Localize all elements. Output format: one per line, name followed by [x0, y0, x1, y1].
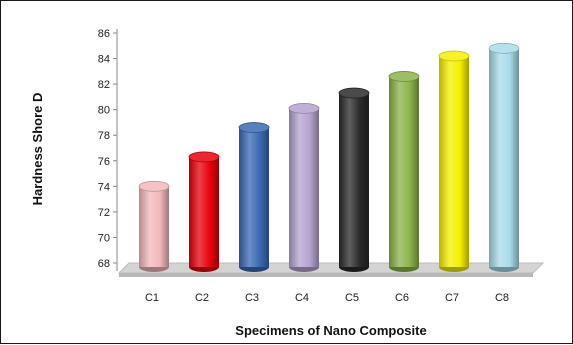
x-tick-label: C4	[295, 292, 309, 304]
y-tick-label: 68	[98, 258, 110, 270]
y-tick-label: 76	[98, 156, 110, 168]
bar-top	[288, 102, 320, 114]
y-tick-label: 70	[98, 232, 110, 244]
axes	[113, 29, 545, 277]
y-tick-label: 84	[98, 54, 110, 66]
bar-top	[388, 71, 420, 82]
bar-top	[188, 151, 220, 163]
x-tick-label: C2	[195, 292, 209, 304]
x-tick-label: C6	[395, 292, 409, 304]
bar-body	[239, 127, 269, 267]
y-tick-label: 78	[98, 130, 110, 142]
bar-c7	[438, 50, 470, 272]
chart-floor-edge	[119, 273, 533, 277]
labels: 68 70 72 74 76 78 80 82 84 86 C1 C2 C3 C4 C5 C6 C7 C8 Spec…	[30, 28, 509, 338]
bar-body	[289, 108, 319, 267]
y-axis-title: Hardness Shore D	[30, 93, 45, 206]
bar-c4	[288, 102, 320, 272]
x-tick-label: C7	[445, 292, 459, 304]
bar-c6	[388, 71, 420, 272]
bar-top	[438, 50, 470, 62]
bar-body	[389, 76, 419, 267]
y-tick-label: 82	[98, 79, 110, 91]
bar-top	[488, 42, 520, 54]
bar-top	[238, 122, 270, 133]
y-tick-label: 80	[98, 105, 110, 117]
bar-body	[489, 48, 519, 268]
y-tick-label: 86	[98, 28, 110, 40]
bars	[138, 42, 520, 272]
bar-c2	[188, 151, 220, 272]
x-tick-label: C8	[495, 292, 509, 304]
chart-floor	[117, 262, 545, 274]
x-tick-label: C5	[345, 292, 359, 304]
bar-c3	[238, 122, 270, 272]
x-axis-title: Specimens of Nano Composite	[235, 323, 426, 338]
bar-c1	[138, 180, 170, 272]
bar-body	[339, 93, 369, 267]
y-tick-label: 72	[98, 207, 110, 219]
bar-c8	[488, 42, 520, 272]
x-tick-label: C1	[145, 292, 159, 304]
x-tick-label: C3	[245, 292, 259, 304]
y-tick-label: 74	[98, 181, 110, 193]
bar-top	[138, 180, 170, 192]
bar-top	[338, 87, 370, 99]
bar-body	[189, 156, 219, 267]
bar-body	[139, 186, 169, 267]
bar-c5	[338, 87, 370, 272]
bar-body	[439, 56, 469, 267]
